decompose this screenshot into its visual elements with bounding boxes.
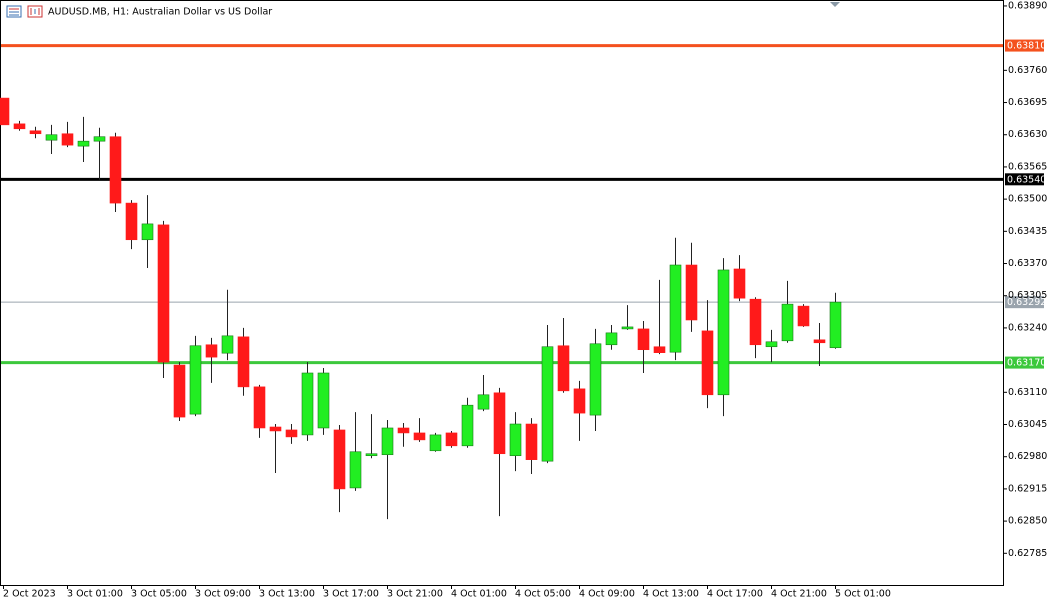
candle-body <box>205 344 218 358</box>
candle-body <box>445 432 458 447</box>
candle-body <box>237 336 250 388</box>
candle-body <box>61 133 74 146</box>
y-tick-label: 0.62980 <box>1008 451 1047 462</box>
candle-body <box>29 130 42 135</box>
candle-body <box>461 404 474 447</box>
candle-body <box>429 434 442 452</box>
x-tick-label: 4 Oct 21:00 <box>771 589 827 600</box>
x-tick-label: 4 Oct 17:00 <box>707 589 763 600</box>
candle-body <box>669 264 682 353</box>
candle-body <box>93 136 106 142</box>
candles <box>0 97 842 520</box>
candle-body <box>253 386 266 429</box>
y-tick-label: 0.62915 <box>1008 483 1047 494</box>
y-tick-label: 0.63435 <box>1008 226 1047 237</box>
candle-body <box>13 123 26 130</box>
candle-body <box>797 305 810 327</box>
candle-body <box>733 268 746 299</box>
y-tick-label: 0.63630 <box>1008 129 1047 140</box>
chart-title: AUDUSD.MB, H1: Australian Dollar vs US D… <box>48 7 272 18</box>
candle-body <box>141 223 154 241</box>
candle-body <box>829 301 842 349</box>
level-tag-label: 0.63810 <box>1007 41 1046 52</box>
level-tag <box>1005 173 1044 186</box>
candle-body <box>781 303 794 342</box>
x-tick-label: 4 Oct 09:00 <box>579 589 635 600</box>
candle-body <box>301 372 314 436</box>
candle-body <box>77 140 90 147</box>
candle-body <box>573 388 586 414</box>
y-tick-label: 0.62785 <box>1008 548 1047 559</box>
candle-body <box>0 97 10 126</box>
level-tag <box>1005 296 1044 309</box>
level-tag-label: 0.63292 <box>1007 297 1046 308</box>
candle-body <box>653 346 666 353</box>
candle-body <box>765 341 778 348</box>
candle-body <box>333 429 346 490</box>
y-tick-label: 0.63240 <box>1008 322 1047 333</box>
x-tick-label: 4 Oct 05:00 <box>515 589 571 600</box>
x-tick-label: 2 Oct 2023 <box>3 589 56 600</box>
x-tick-label: 4 Oct 13:00 <box>643 589 699 600</box>
y-tick-label: 0.63110 <box>1008 387 1047 398</box>
candle-body <box>45 134 58 141</box>
plot-frame <box>0 0 1004 586</box>
x-tick-label: 4 Oct 01:00 <box>451 589 507 600</box>
candle-body <box>269 426 282 432</box>
y-tick-label: 0.63760 <box>1008 65 1047 76</box>
candle-body <box>189 345 202 415</box>
candle-body <box>685 264 698 321</box>
candle-body <box>541 346 554 462</box>
y-tick-label: 0.63695 <box>1008 97 1047 108</box>
candle-body <box>157 224 170 363</box>
x-tick-label: 3 Oct 17:00 <box>323 589 379 600</box>
candle-body <box>413 432 426 441</box>
level-tag <box>1005 39 1044 52</box>
scroll-marker <box>830 2 840 7</box>
candle-body <box>717 269 730 396</box>
candle-body <box>621 326 634 330</box>
candle-body <box>317 372 330 429</box>
x-tick-label: 3 Oct 01:00 <box>67 589 123 600</box>
y-tick-label: 0.63045 <box>1008 419 1047 430</box>
y-tick-label: 0.63565 <box>1008 161 1047 172</box>
x-tick-label: 3 Oct 13:00 <box>259 589 315 600</box>
x-tick-label: 3 Oct 09:00 <box>195 589 251 600</box>
y-tick-label: 0.63890 <box>1008 0 1047 11</box>
y-tick-label: 0.63370 <box>1008 258 1047 269</box>
candle-body <box>221 335 234 354</box>
candle-body <box>109 136 122 204</box>
candle-body <box>285 429 298 438</box>
candle-body <box>381 427 394 456</box>
candle-body <box>701 330 714 396</box>
candle-body <box>813 339 826 344</box>
candle-body <box>637 328 650 351</box>
level-tag-label: 0.63170 <box>1007 358 1046 369</box>
candle-body <box>557 345 570 392</box>
candle-body <box>493 392 506 455</box>
chart-icons <box>6 5 43 18</box>
level-tag <box>1005 356 1044 369</box>
x-tick-label: 3 Oct 05:00 <box>131 589 187 600</box>
y-tick-label: 0.63305 <box>1008 290 1047 301</box>
candle-body <box>125 202 138 241</box>
candle-body <box>397 427 410 434</box>
candle-body <box>509 423 522 457</box>
candle-body <box>477 394 490 410</box>
y-tick-label: 0.63500 <box>1008 194 1047 205</box>
candle-body <box>589 343 602 416</box>
candle-body <box>365 453 378 457</box>
y-tick-label: 0.62850 <box>1008 516 1047 527</box>
candle-body <box>525 423 538 460</box>
candle-body <box>349 451 362 489</box>
candle-body <box>173 364 186 418</box>
level-tag-label: 0.63540 <box>1007 174 1046 185</box>
candle-body <box>605 332 618 346</box>
x-tick-label: 3 Oct 21:00 <box>387 589 443 600</box>
x-tick-label: 5 Oct 01:00 <box>835 589 891 600</box>
candle-body <box>749 298 762 346</box>
